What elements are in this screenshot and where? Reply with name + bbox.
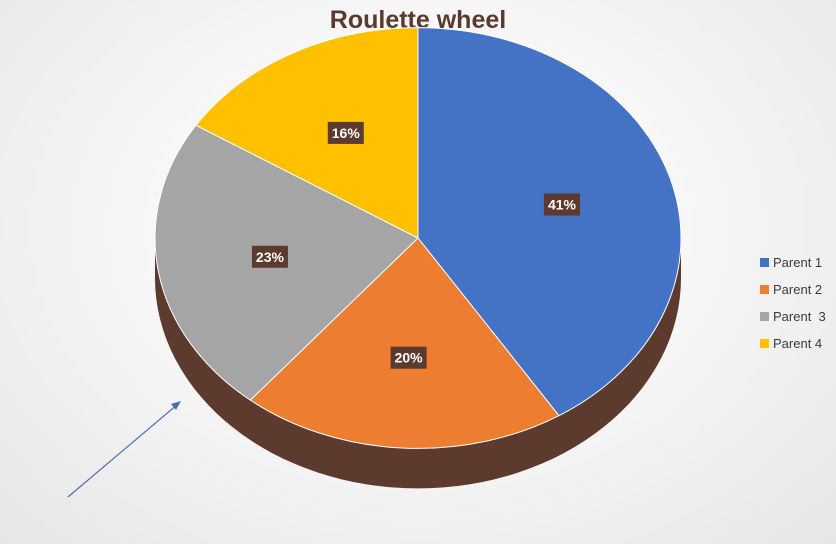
data-label-parent-1: 41% [543, 193, 580, 216]
data-label-text: 20% [395, 350, 424, 366]
pie-depth-shadow [155, 238, 681, 489]
legend-swatch [760, 312, 769, 321]
legend-label: Parent 1 [773, 255, 823, 270]
pie-slice-parent-1 [417, 27, 682, 417]
legend-item-parent-1: Parent 1 [760, 249, 826, 276]
data-label-box [543, 193, 580, 216]
legend-item-parent-4: Parent 4 [760, 330, 826, 357]
pie-slices [154, 27, 682, 449]
data-label-parent-3: 23% [251, 245, 288, 268]
pie-side-wall [155, 238, 681, 489]
legend-swatch [760, 285, 769, 294]
pie-slice-parent-2 [249, 237, 560, 449]
data-label-box [390, 346, 427, 369]
data-label-parent-2: 20% [390, 346, 427, 369]
legend-item-parent-3: Parent 3 [760, 303, 826, 330]
legend-item-parent-2: Parent 2 [760, 276, 826, 303]
data-label-text: 23% [256, 249, 285, 265]
pie-slice-parent-4 [195, 27, 419, 239]
pointer-arrow-head [171, 401, 181, 410]
pointer-arrow-line [67, 403, 179, 498]
legend-label: Parent 2 [773, 282, 823, 297]
legend-swatch [760, 339, 769, 348]
legend-swatch [760, 258, 769, 267]
legend-label: Parent 4 [773, 336, 823, 351]
data-label-box [251, 245, 288, 268]
chart-legend: Parent 1 Parent 2 Parent 3 Parent 4 [760, 249, 826, 357]
data-label-text: 16% [332, 125, 361, 141]
data-label-parent-4: 16% [327, 121, 364, 144]
data-label-box [327, 121, 364, 144]
legend-label: Parent 3 [773, 309, 826, 324]
pie-data-labels: 41% 20% 23% 16% [251, 121, 580, 369]
data-label-text: 41% [548, 197, 577, 213]
